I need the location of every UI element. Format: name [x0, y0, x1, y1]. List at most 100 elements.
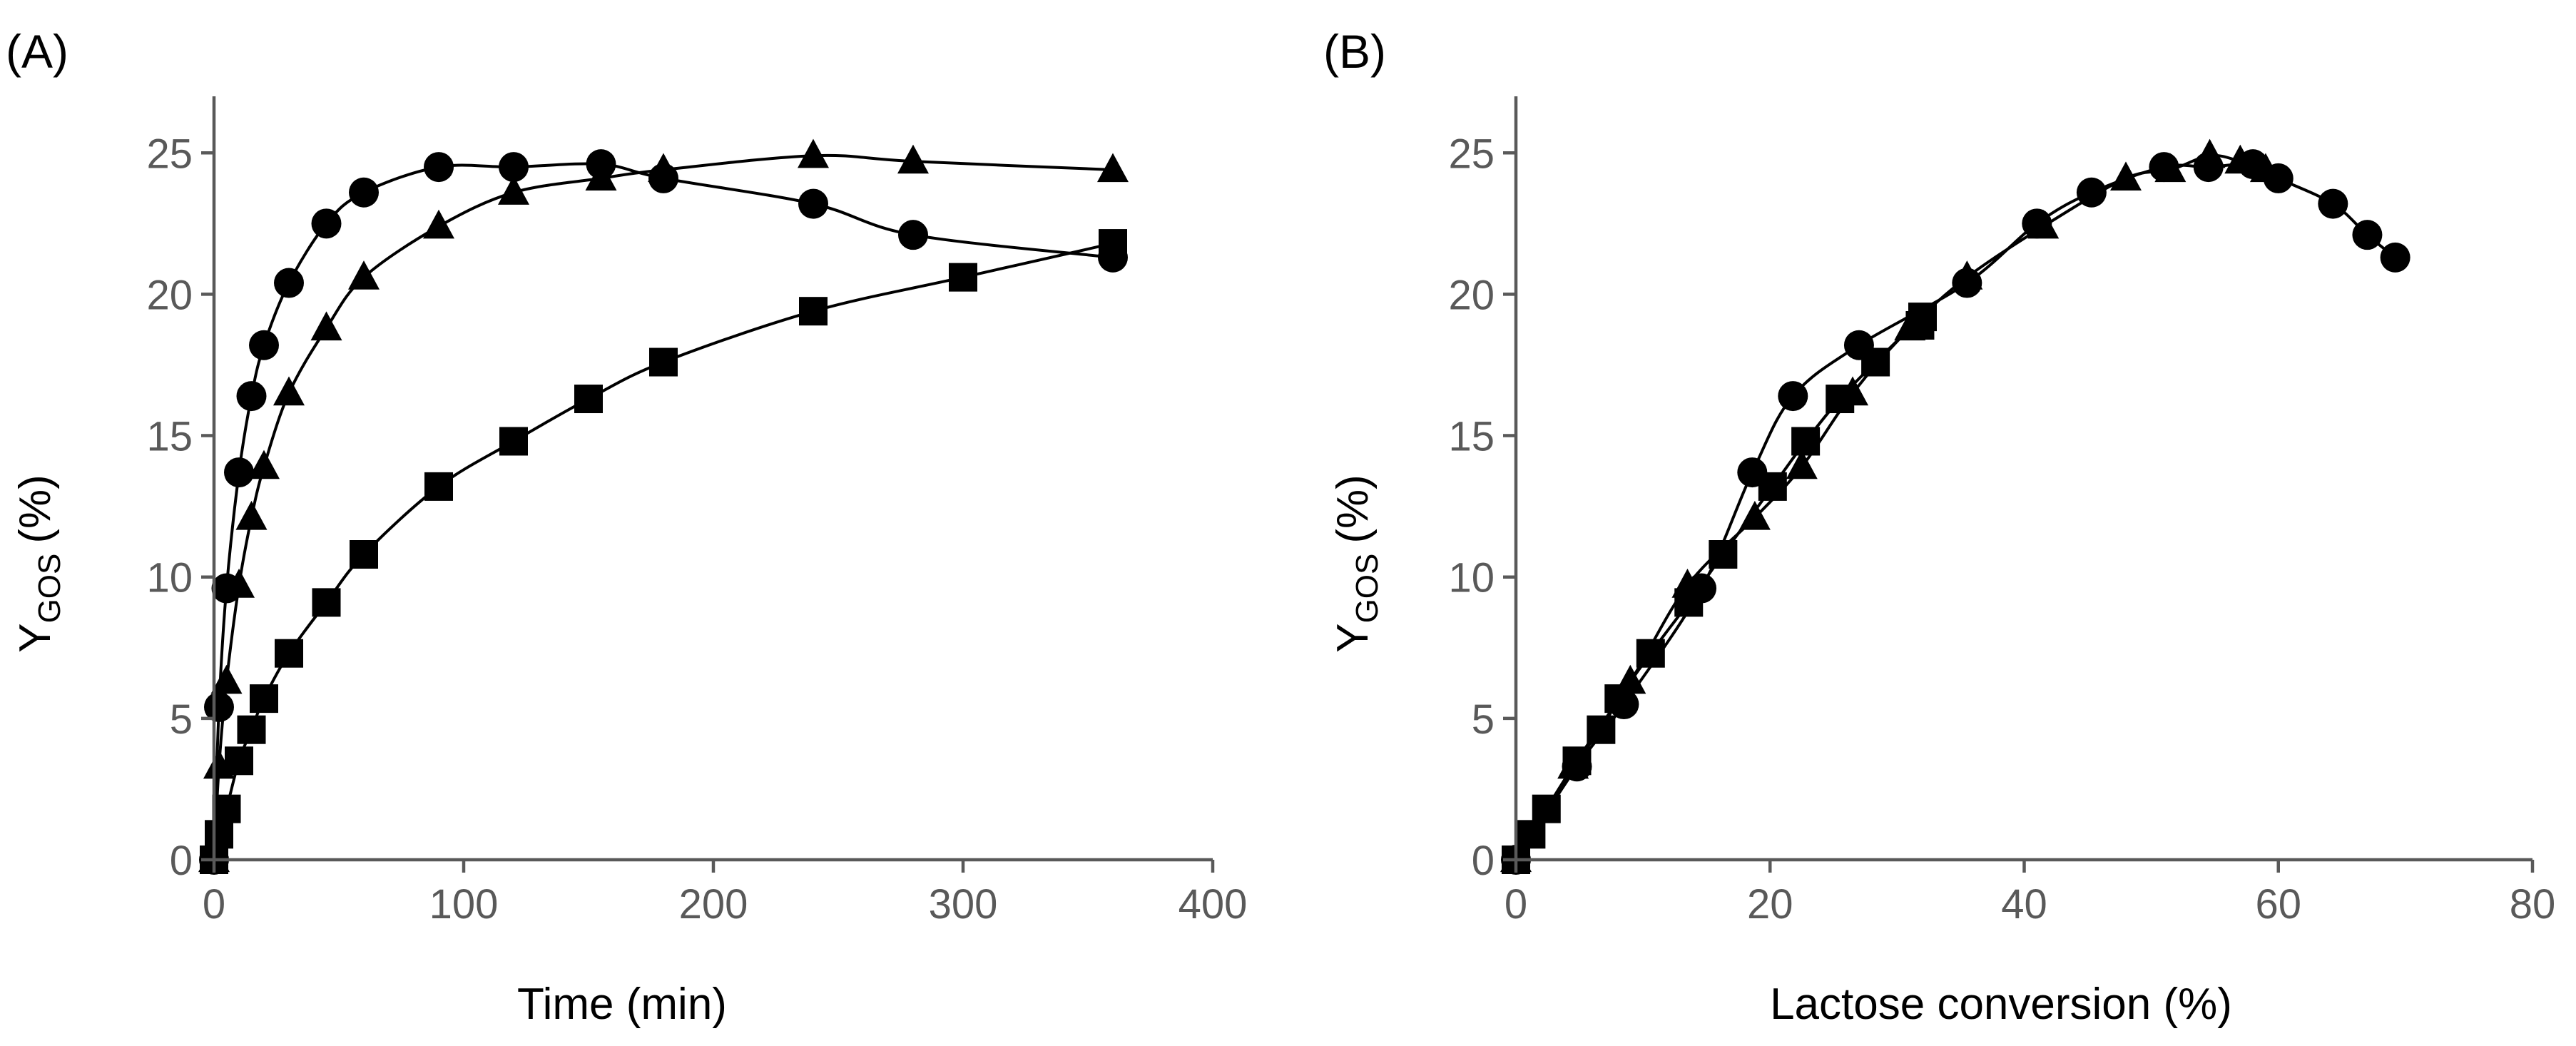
- panel-b-squares-point: [1532, 794, 1561, 823]
- panel-a-triangles-point: [1097, 153, 1129, 183]
- panel-a-series-circles-markers: [199, 149, 1128, 875]
- panel-a-circles-point: [424, 152, 454, 183]
- panel-a-squares-point: [350, 540, 378, 569]
- panel-a-y-axis-title-subscript: GOS: [32, 554, 67, 624]
- panel-b-triangles-point: [1786, 450, 1818, 479]
- panel-a-chart: (A) 0 100 200 300 400 0 5 10 15 20 25 Time (min) Y…: [6, 25, 1247, 1029]
- panel-b-x-tick-label: 40: [2001, 881, 2047, 928]
- panel-a-y-tick-label: 20: [146, 272, 193, 318]
- panel-a-circles-point: [499, 152, 529, 183]
- panel-b-y-axis-title-unit: (%): [1328, 474, 1378, 543]
- panel-b-squares-point: [1636, 639, 1665, 668]
- panel-a-y-tick-label: 15: [146, 414, 193, 460]
- panel-b-triangles-point: [2194, 138, 2226, 168]
- panel-a-series-squares-markers: [200, 229, 1127, 874]
- panel-a-triangles-point: [648, 153, 679, 183]
- panel-a-x-axis-title: Time (min): [517, 980, 727, 1029]
- panel-a-triangles-point: [310, 311, 342, 341]
- panel-b-circles-point: [2076, 177, 2107, 208]
- panel-b-y-axis-title-main: Y: [1328, 623, 1378, 652]
- panel-a-x-tick-label: 400: [1178, 881, 1248, 928]
- panel-b-x-tick-label: 20: [1747, 881, 1793, 928]
- panel-a-squares-point: [275, 639, 303, 668]
- panel-a-circles-point: [204, 692, 234, 722]
- panel-a-y-axis-title: YGOS (%): [11, 474, 67, 653]
- panel-a-squares-point: [949, 263, 977, 292]
- panel-a-circles-point: [311, 208, 342, 239]
- panel-a-y-tick-label: 25: [146, 131, 193, 177]
- panel-a-squares-point: [250, 684, 278, 714]
- panel-b-tick-labels: 0 20 40 60 80 0 5 10 15 20 25: [1448, 131, 2555, 928]
- panel-b-triangles-point: [2110, 161, 2142, 191]
- panel-a-circles-point: [274, 268, 304, 298]
- panel-a-circles-point: [798, 188, 828, 219]
- panel-b-y-axis-title: YGOS (%): [1328, 474, 1385, 653]
- panel-a-squares-point: [649, 347, 678, 377]
- panel-b-axes: [1514, 96, 2532, 862]
- panel-b-squares-point: [1587, 715, 1616, 744]
- panel-a-ticks: [201, 151, 1215, 873]
- panel-a-circles-point: [224, 457, 254, 488]
- panel-b-x-tick-label: 0: [1505, 881, 1527, 928]
- panel-a-squares-point: [799, 297, 828, 326]
- panel-b-chart: (B) 0 20 40 60 80 0 5 10 15 20 25 Lactose conversi…: [1323, 25, 2555, 1029]
- panel-b-triangles-point: [2154, 153, 2186, 183]
- panel-b-triangles-point: [2249, 153, 2281, 183]
- panel-a-triangles-point: [423, 209, 454, 239]
- panel-b-label: (B): [1323, 25, 1386, 78]
- panel-a-triangles-point: [585, 161, 617, 191]
- panel-a-triangles-point: [798, 138, 829, 168]
- panel-a-squares-point: [499, 427, 528, 456]
- panel-a-circles-point: [236, 381, 267, 412]
- panel-b-series-circles-line: [1514, 162, 2396, 861]
- panel-a-label: (A): [6, 25, 68, 78]
- panel-b-y-tick-label: 10: [1448, 555, 1495, 601]
- panel-b-y-tick-label: 0: [1472, 838, 1495, 884]
- panel-a-triangles-point: [223, 569, 255, 598]
- panel-b-circles-point: [2352, 220, 2383, 250]
- panel-b-squares-point: [1709, 540, 1738, 569]
- panel-b-ticks: [1503, 151, 2535, 873]
- panel-b-series-circles-markers: [1501, 149, 2410, 875]
- panel-a-series-triangles-markers: [198, 138, 1129, 873]
- panel-a-series-squares-line: [213, 242, 1114, 860]
- panel-a-squares-point: [1099, 229, 1127, 258]
- panel-a-squares-point: [225, 746, 253, 776]
- panel-b-circles-point: [1778, 381, 1808, 412]
- panel-b-y-tick-label: 5: [1472, 696, 1495, 743]
- panel-a-squares-point: [205, 820, 233, 849]
- panel-b-squares-point: [1826, 385, 1855, 414]
- panel-a-triangles-point: [348, 260, 380, 290]
- panel-a-series-triangles-line: [213, 153, 1114, 860]
- panel-b-y-tick-label: 15: [1448, 414, 1495, 460]
- panel-a-x-tick-label: 300: [929, 881, 998, 928]
- panel-b-squares-point: [1758, 472, 1787, 501]
- panel-b-squares-point: [1674, 588, 1704, 617]
- panel-b-x-tick-label: 80: [2510, 881, 2556, 928]
- panel-b-series-squares-markers: [1502, 303, 1937, 874]
- panel-a-circles-point: [249, 330, 279, 360]
- panel-b-y-tick-label: 25: [1448, 131, 1495, 177]
- panel-b-series-triangles-line: [1514, 153, 2266, 861]
- panel-a-triangles-point: [897, 144, 929, 174]
- panel-b-triangles-point: [2027, 209, 2060, 239]
- panel-a-x-tick-label: 100: [429, 881, 499, 928]
- panel-b-squares-point: [1604, 684, 1634, 714]
- panel-b-triangles-point: [2224, 144, 2256, 174]
- panel-b-x-axis-title: Lactose conversion (%): [1770, 980, 2232, 1029]
- panel-b-y-tick-label: 20: [1448, 272, 1495, 318]
- panel-b-squares-point: [1905, 311, 1935, 340]
- panel-b-circles-point: [2318, 188, 2348, 219]
- panel-b-series-triangles-markers: [1500, 138, 2281, 873]
- panel-a-triangles-point: [248, 450, 280, 479]
- panel-a-squares-point: [574, 385, 603, 414]
- panel-a-squares-point: [237, 715, 266, 744]
- panel-a-circles-point: [898, 220, 928, 250]
- panel-b-squares-point: [1517, 820, 1546, 849]
- panel-b-circles-point: [2380, 242, 2410, 273]
- panel-b-y-axis-title-subscript: GOS: [1350, 554, 1385, 624]
- panel-b-squares-point: [1562, 746, 1592, 776]
- panel-b-triangles-point: [1738, 500, 1771, 530]
- panel-b-squares-point: [1861, 347, 1890, 377]
